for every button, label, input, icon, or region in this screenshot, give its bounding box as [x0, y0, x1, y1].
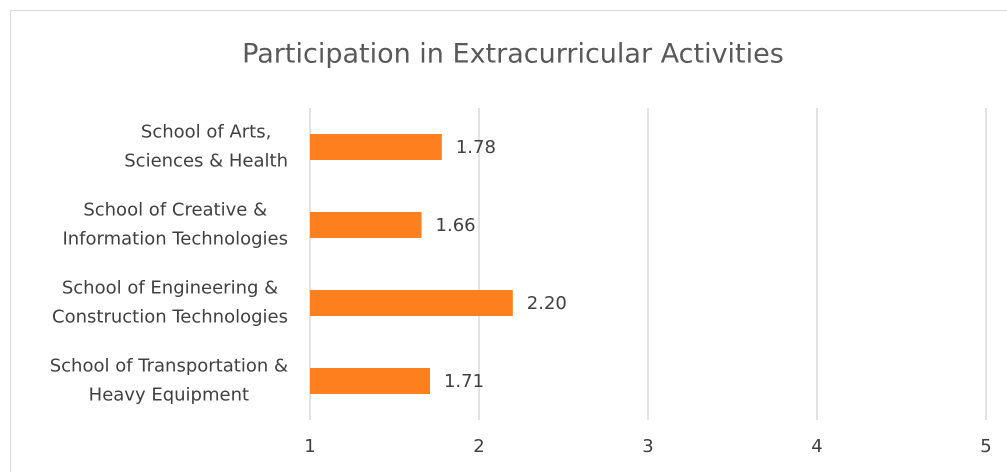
y-tick-label: School of Transportation & Heavy Equipmen… — [50, 356, 288, 406]
x-tick-label: 5 — [980, 436, 991, 457]
chart-title: Participation in Extracurricular Activit… — [242, 39, 784, 70]
bar — [310, 368, 430, 394]
bar — [310, 134, 442, 160]
value-label: 1.78 — [456, 137, 496, 158]
value-label: 2.20 — [527, 293, 567, 314]
x-tick-label: 3 — [642, 436, 653, 457]
chart-border — [10, 10, 1007, 472]
y-tick-label: School of Arts, Sciences & Health — [124, 122, 288, 172]
y-tick-label: School of Engineering & Construction Tech… — [52, 278, 288, 328]
y-tick-label: School of Creative & Information Technolo… — [62, 200, 288, 250]
bar — [310, 290, 513, 316]
x-tick-label: 4 — [811, 436, 822, 457]
value-label: 1.71 — [444, 371, 484, 392]
value-label: 1.66 — [436, 215, 476, 236]
x-tick-label: 1 — [304, 436, 315, 457]
x-tick-label: 2 — [473, 436, 484, 457]
bar — [310, 212, 422, 238]
